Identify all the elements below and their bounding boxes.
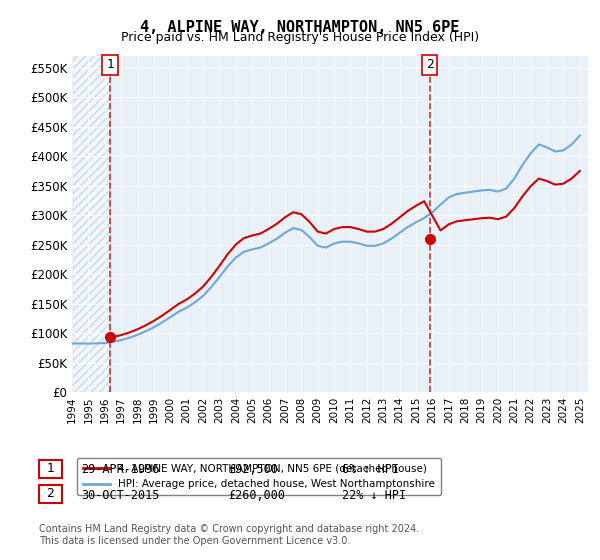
Legend: 4, ALPINE WAY, NORTHAMPTON, NN5 6PE (detached house), HPI: Average price, detach: 4, ALPINE WAY, NORTHAMPTON, NN5 6PE (det…: [77, 458, 441, 496]
Text: 1: 1: [106, 58, 114, 71]
Text: 29-APR-1996: 29-APR-1996: [81, 463, 160, 477]
Text: Price paid vs. HM Land Registry's House Price Index (HPI): Price paid vs. HM Land Registry's House …: [121, 31, 479, 44]
Text: £92,500: £92,500: [228, 463, 278, 477]
Text: 4, ALPINE WAY, NORTHAMPTON, NN5 6PE: 4, ALPINE WAY, NORTHAMPTON, NN5 6PE: [140, 20, 460, 35]
Text: 30-OCT-2015: 30-OCT-2015: [81, 488, 160, 502]
Bar: [72, 56, 110, 392]
Text: 2: 2: [46, 487, 55, 501]
Text: 2: 2: [425, 58, 434, 71]
Text: 1: 1: [46, 462, 55, 475]
Text: Contains HM Land Registry data © Crown copyright and database right 2024.
This d: Contains HM Land Registry data © Crown c…: [39, 524, 419, 546]
Text: 6% ↑ HPI: 6% ↑ HPI: [342, 463, 399, 477]
Text: £260,000: £260,000: [228, 488, 285, 502]
Text: 22% ↓ HPI: 22% ↓ HPI: [342, 488, 406, 502]
